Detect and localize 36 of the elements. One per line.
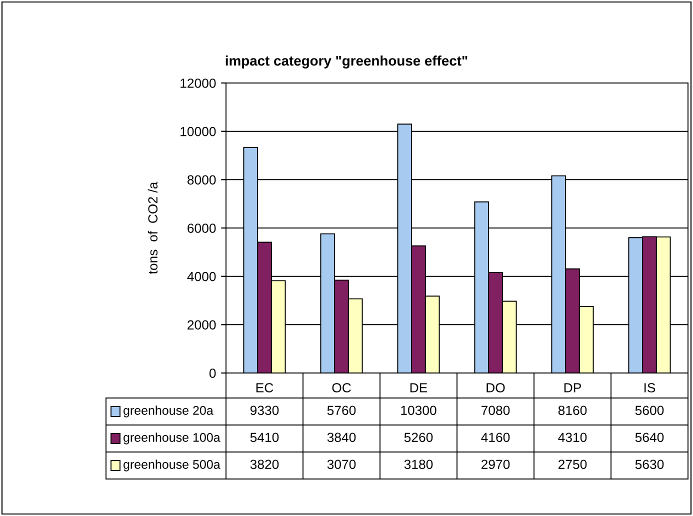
x-tick-label: DE [410, 383, 428, 392]
data-label: 8160 [558, 406, 587, 416]
data-label: 7080 [482, 406, 510, 416]
x-tick-label: DO [486, 383, 505, 392]
data-label: 4160 [481, 432, 510, 442]
y-tick-label: 10000 [180, 126, 216, 136]
y-axis-title: tons of CO2 /a [148, 182, 158, 274]
data-label: 10300 [401, 406, 436, 416]
y-tick-label: 0 [209, 368, 216, 378]
data-label: 5260 [404, 432, 433, 442]
x-tick-label: IS [644, 383, 656, 392]
data-label: 9330 [250, 406, 279, 416]
data-label: 3820 [250, 460, 279, 470]
x-tick-label: DP [564, 383, 581, 392]
y-tick-label: 6000 [188, 224, 216, 233]
data-label: 2750 [558, 460, 587, 470]
data-label: 5760 [327, 406, 356, 416]
data-label: 2970 [481, 460, 510, 470]
data-label: 3070 [327, 460, 356, 470]
x-tick-label: OC [332, 383, 351, 392]
legend-label: greenhouse 500a [124, 460, 220, 472]
data-label: 5600 [635, 406, 664, 416]
data-label: 3180 [404, 460, 433, 470]
legend-label: greenhouse 20a [124, 406, 214, 418]
data-label: 5410 [250, 432, 279, 442]
data-label: 5630 [635, 460, 664, 470]
y-tick-label: 2000 [188, 320, 216, 330]
legend-label: greenhouse 100a [124, 432, 220, 444]
y-tick-label: 8000 [188, 175, 216, 185]
data-label: 4310 [558, 432, 587, 442]
y-tick-label: 12000 [180, 78, 216, 88]
data-label: 5640 [635, 432, 664, 442]
x-tick-label: EC [256, 383, 274, 392]
data-label: 3840 [327, 432, 356, 442]
y-tick-label: 4000 [187, 272, 216, 282]
chart-title: impact category "greenhouse effect" [226, 55, 468, 69]
